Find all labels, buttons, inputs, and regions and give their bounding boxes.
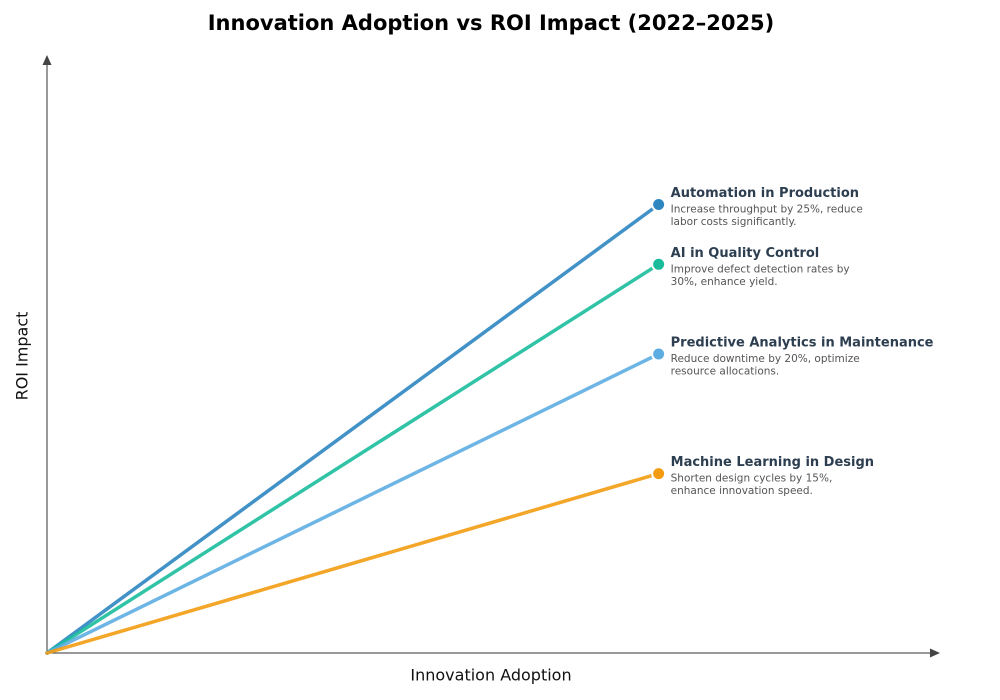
- y-axis-label: ROI Impact: [13, 312, 32, 401]
- annotation-text: Reduce downtime by 20%, optimize: [671, 353, 860, 365]
- annotation-title: Predictive Analytics in Maintenance: [671, 336, 934, 351]
- annotation-title: AI in Quality Control: [671, 246, 820, 261]
- end-point: [651, 256, 667, 272]
- annotation-text: Improve defect detection rates by: [671, 263, 850, 275]
- annotation-text: 30%, enhance yield.: [671, 276, 778, 288]
- annotation-text: Shorten design cycles by 15%,: [671, 473, 833, 485]
- annotation-text: Increase throughput by 25%, reduce: [671, 204, 863, 216]
- series-line: [45, 352, 661, 655]
- end-point: [651, 346, 667, 362]
- chart-title: Innovation Adoption vs ROI Impact (2022–…: [208, 11, 775, 35]
- x-axis-arrow: [930, 648, 940, 658]
- series-line: [45, 471, 661, 655]
- end-point: [651, 197, 667, 212]
- x-axis-label: Innovation Adoption: [410, 666, 571, 685]
- series-line: [45, 202, 661, 655]
- annotation-title: Automation in Production: [671, 186, 859, 201]
- annotation-text: enhance innovation speed.: [671, 485, 813, 497]
- annotation-title: Machine Learning in Design: [671, 455, 874, 470]
- annotation-text: resource allocations.: [671, 366, 780, 378]
- annotation-text: labor costs significantly.: [671, 216, 797, 228]
- y-axis-arrow: [42, 55, 52, 65]
- end-point: [651, 466, 667, 482]
- series-line: [45, 262, 661, 655]
